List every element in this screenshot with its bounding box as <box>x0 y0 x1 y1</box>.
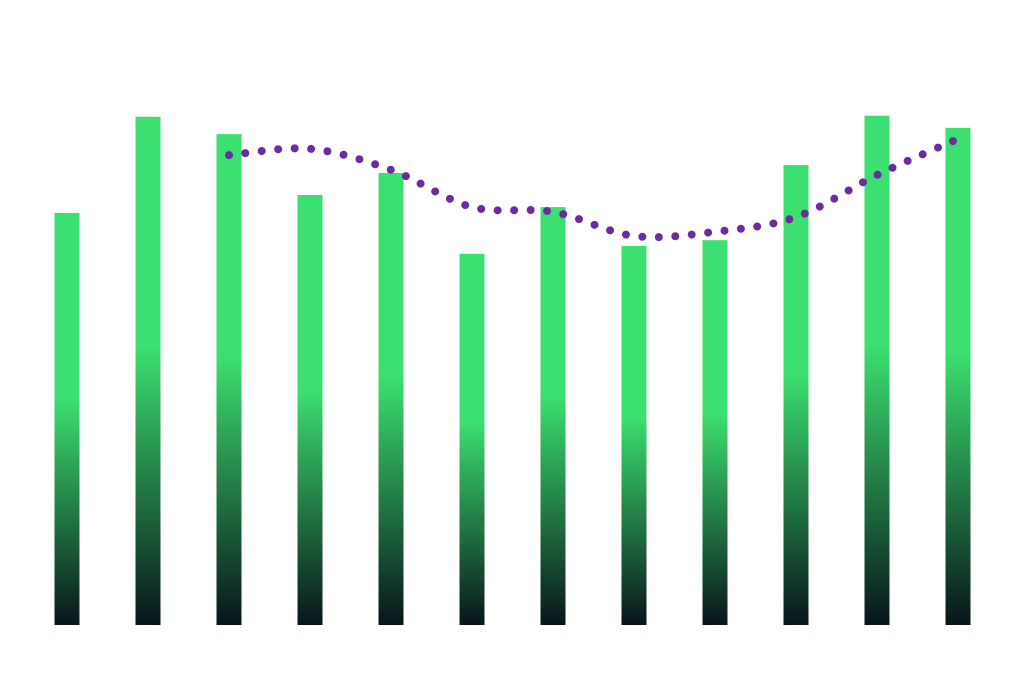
bar <box>864 115 890 625</box>
bar <box>378 172 404 625</box>
bar <box>54 212 80 625</box>
dotted-line <box>225 134 962 242</box>
bar <box>135 116 161 626</box>
bar <box>540 207 566 625</box>
bar <box>702 240 728 626</box>
bar <box>621 245 647 625</box>
bar <box>459 253 485 625</box>
bar <box>216 134 242 625</box>
bar <box>783 165 809 625</box>
bar <box>297 195 323 625</box>
bar <box>945 127 971 625</box>
